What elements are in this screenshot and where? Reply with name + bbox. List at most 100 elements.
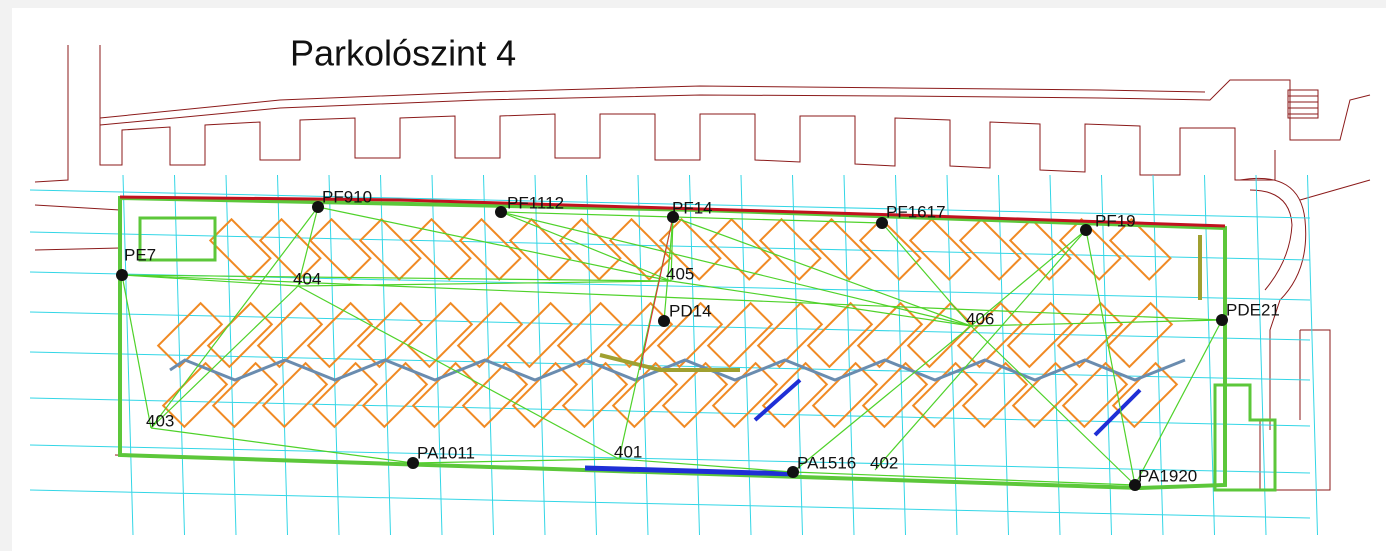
link: [1134, 319, 1223, 486]
stall: [958, 217, 1022, 281]
stall: [458, 217, 522, 281]
node-label: 401: [614, 442, 642, 461]
stall: [1106, 301, 1174, 369]
link: [792, 471, 1136, 486]
grid-line: [29, 489, 1311, 519]
grid-line: [1049, 174, 1061, 536]
stall: [706, 301, 774, 369]
link: [663, 216, 674, 322]
grid-line: [946, 174, 958, 536]
stall: [808, 217, 872, 281]
link: [970, 319, 1223, 327]
node-label: PD14: [669, 301, 712, 320]
stall: [506, 301, 574, 369]
stall: [656, 301, 724, 369]
link: [500, 211, 672, 282]
link: [970, 325, 1136, 486]
stall: [908, 217, 972, 281]
grid-line: [1255, 174, 1267, 536]
node-label: 405: [666, 264, 694, 283]
stall: [758, 217, 822, 281]
stall: [308, 217, 372, 281]
link: [672, 216, 972, 327]
link: [150, 285, 299, 429]
grid-line: [843, 174, 855, 536]
node-dot: [1129, 479, 1141, 491]
node-label: 403: [146, 411, 174, 430]
stall: [1008, 217, 1072, 281]
stall: [258, 217, 322, 281]
grid-line: [1204, 174, 1215, 536]
grid-line: [1307, 174, 1318, 536]
link: [1085, 229, 1136, 486]
node-dot: [876, 217, 888, 229]
stall: [306, 301, 374, 369]
stall: [156, 301, 224, 369]
grid-line: [998, 174, 1009, 536]
node-label: PF910: [322, 187, 372, 206]
node-label: PF1617: [886, 202, 946, 221]
grid-line: [483, 174, 494, 536]
stall: [556, 301, 624, 369]
stall: [1111, 361, 1179, 429]
link: [874, 229, 1087, 471]
node-dot: [312, 201, 324, 213]
stall: [1056, 301, 1124, 369]
stall: [456, 301, 524, 369]
node-label: PA1920: [1138, 466, 1197, 485]
stall: [358, 217, 422, 281]
stall: [356, 301, 424, 369]
stall: [806, 301, 874, 369]
link: [618, 458, 794, 473]
grid-line: [1152, 174, 1164, 536]
node-label: PDE21: [1226, 300, 1280, 319]
stall: [708, 217, 772, 281]
node-label: PA1516: [797, 453, 856, 472]
grid-line: [431, 174, 443, 536]
node-dot: [658, 315, 670, 327]
link: [639, 216, 674, 371]
nodes: PF910 PF1112 PF14 PF1617 PF19 PE7 404 405 PD14 40…: [116, 187, 1280, 491]
link: [121, 274, 1223, 321]
stall: [606, 301, 674, 369]
stall: [856, 301, 924, 369]
grid-line: [122, 174, 134, 536]
stall: [256, 301, 324, 369]
stall: [211, 361, 279, 429]
stall: [658, 217, 722, 281]
stall: [311, 361, 379, 429]
stall: [858, 217, 922, 281]
node-label: 402: [870, 453, 898, 472]
walls: [118, 195, 1277, 492]
link: [297, 206, 319, 287]
node-dot: [667, 211, 679, 223]
grid-line: [225, 174, 237, 536]
node-dot: [407, 457, 419, 469]
grid-line: [29, 444, 1311, 474]
grid-line: [277, 174, 288, 536]
stall: [508, 217, 572, 281]
link: [121, 274, 299, 287]
stall: [811, 361, 879, 429]
link: [121, 274, 152, 429]
node-dot: [495, 206, 507, 218]
stall: [408, 217, 472, 281]
stall: [406, 301, 474, 369]
node-label: PF19: [1095, 211, 1136, 230]
grid-line: [1101, 174, 1112, 536]
grid-line: [328, 174, 340, 536]
stall: [711, 361, 779, 429]
stall: [208, 217, 272, 281]
stall: [1011, 361, 1079, 429]
link: [297, 285, 620, 460]
link: [412, 458, 620, 464]
stall: [1108, 217, 1172, 281]
link: [500, 211, 972, 327]
stall: [956, 301, 1024, 369]
stall: [608, 217, 672, 281]
title: Parkolószint 4: [290, 33, 516, 74]
node-dot: [116, 269, 128, 281]
link: [150, 427, 414, 464]
stall: [611, 361, 679, 429]
node-label: 404: [293, 269, 321, 288]
